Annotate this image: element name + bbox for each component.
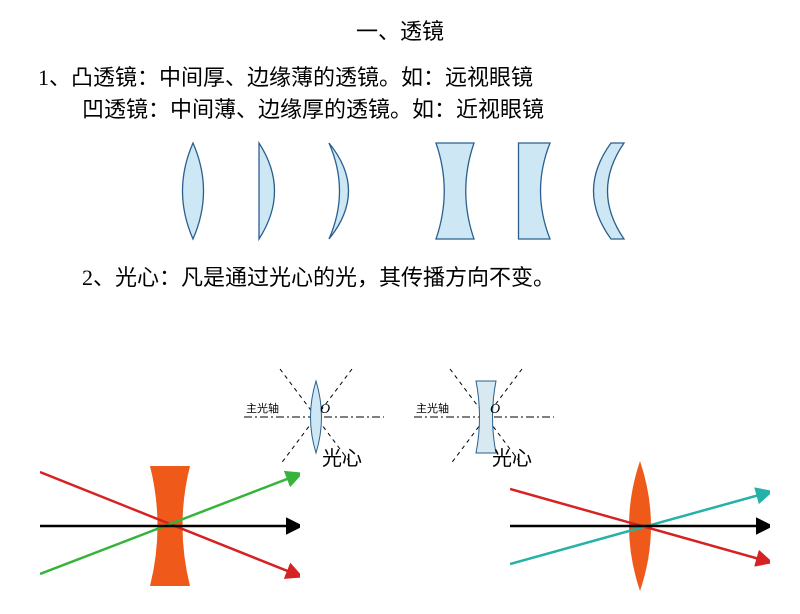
axis-label: 主光轴 [416, 401, 449, 415]
definitions-block: 1、凸透镜：中间厚、边缘薄的透镜。如：远视眼镜 凹透镜：中间薄、边缘厚的透镜。如… [38, 62, 800, 126]
o-label: O [490, 402, 500, 417]
optical-center-label: 光心 [322, 447, 362, 470]
o-label: O [320, 402, 330, 417]
lens-shape-meniscus_convex [320, 140, 370, 242]
axis-label: 主光轴 [246, 401, 279, 415]
definition-concave: 凹透镜：中间薄、边缘厚的透镜。如：近视眼镜 [82, 94, 800, 126]
lens-shape-biconvex [168, 140, 218, 242]
ray-diagram-concave [40, 444, 300, 604]
ray-diagram-convex [510, 444, 770, 604]
lens-shape-planoconvex [244, 140, 294, 242]
lens-shape-planoconcave [506, 140, 556, 242]
lens-shape-biconcave [430, 140, 480, 242]
lens-shapes-row [0, 140, 800, 242]
optical-center-text: 2、光心：凡是通过光心的光，其传播方向不变。 [82, 260, 800, 292]
definition-convex: 1、凸透镜：中间厚、边缘薄的透镜。如：远视眼镜 [38, 62, 800, 94]
lens-shape-meniscus_concave [582, 140, 632, 242]
section-title: 一、透镜 [0, 14, 800, 46]
